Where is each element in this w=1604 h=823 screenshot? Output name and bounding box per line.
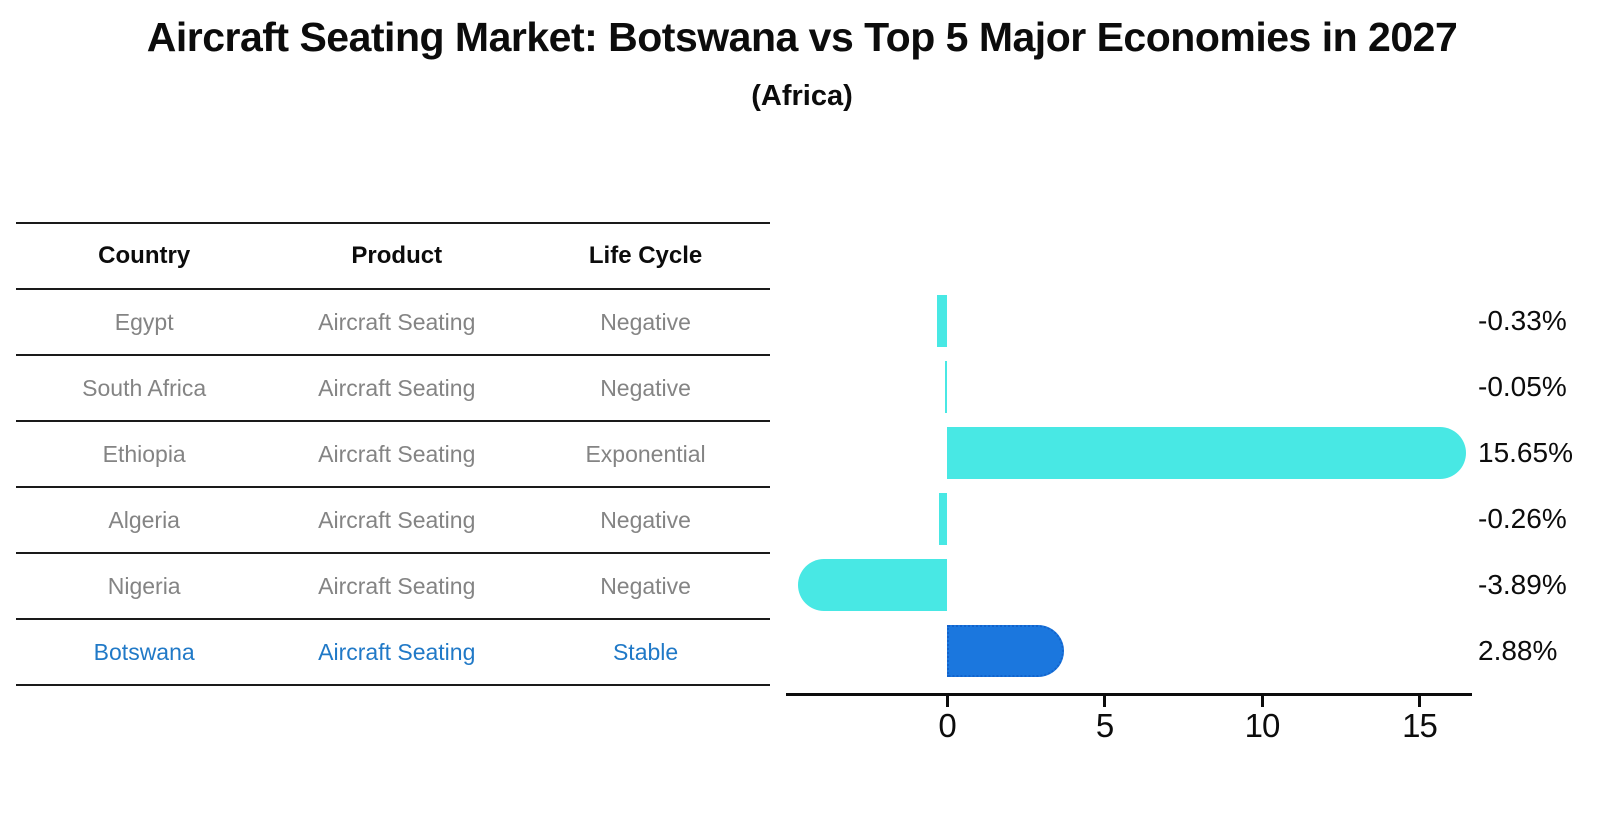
- life-cycle-cell: Negative: [600, 506, 691, 533]
- life-cycle-cell: Negative: [600, 572, 691, 599]
- table-row: Ethiopia Aircraft Seating Exponential: [16, 422, 770, 488]
- x-axis-line: [786, 693, 1472, 696]
- country-cell: Algeria: [108, 506, 180, 533]
- table-row: Egypt Aircraft Seating Negative: [16, 290, 770, 356]
- value-label-nigeria: -3.89%: [1478, 569, 1567, 600]
- x-axis-tick-label: 5: [1095, 707, 1114, 744]
- product-cell: Aircraft Seating: [318, 638, 476, 665]
- chart-title: Aircraft Seating Market: Botswana vs Top…: [146, 14, 1458, 60]
- x-axis-tick: [1260, 696, 1264, 707]
- comparison-table: Country Product Life Cycle Egypt Aircraft…: [16, 222, 770, 686]
- life-cycle-cell: Negative: [600, 308, 691, 335]
- table-row: Algeria Aircraft Seating Negative: [16, 488, 770, 554]
- chart-subtitle: (Africa): [751, 80, 853, 112]
- x-axis-tick-label: 15: [1402, 707, 1438, 744]
- header-product: Product: [351, 242, 443, 269]
- product-cell: Aircraft Seating: [318, 374, 476, 401]
- country-cell: Egypt: [114, 308, 174, 335]
- x-axis-tick-label: 0: [938, 707, 956, 744]
- country-cell: Ethiopia: [102, 440, 186, 467]
- table-row: Nigeria Aircraft Seating Negative: [16, 554, 770, 620]
- table-header-row: Country Product Life Cycle: [16, 224, 770, 290]
- value-label-botswana: 2.88%: [1478, 635, 1558, 666]
- life-cycle-cell: Exponential: [585, 440, 706, 467]
- bar-ethiopia: [947, 427, 1466, 479]
- bar-botswana: [947, 625, 1064, 677]
- bar-algeria: [938, 493, 947, 545]
- bar-south-africa: [945, 361, 947, 413]
- table-body: Egypt Aircraft Seating Negative South Afric…: [16, 290, 770, 686]
- country-cell: Nigeria: [107, 572, 181, 599]
- bar-nigeria: [798, 559, 947, 611]
- x-axis-tick-label: 10: [1244, 707, 1281, 744]
- x-axis-tick: [945, 696, 949, 707]
- life-cycle-cell: Negative: [600, 374, 691, 401]
- product-cell: Aircraft Seating: [318, 572, 476, 599]
- header-life-cycle: Life Cycle: [588, 242, 703, 269]
- product-cell: Aircraft Seating: [318, 308, 476, 335]
- life-cycle-cell: Stable: [612, 638, 679, 665]
- country-cell: Botswana: [93, 638, 195, 665]
- header-country: Country: [98, 242, 191, 269]
- product-cell: Aircraft Seating: [318, 440, 476, 467]
- table-row: Botswana Aircraft Seating Stable: [16, 620, 770, 686]
- value-label-ethiopia: 15.65%: [1478, 437, 1573, 468]
- x-axis-tick: [1418, 696, 1421, 707]
- value-label-egypt: -0.33%: [1478, 305, 1567, 336]
- table-row: South Africa Aircraft Seating Negative: [16, 356, 770, 422]
- country-cell: South Africa: [82, 374, 207, 401]
- product-cell: Aircraft Seating: [318, 506, 476, 533]
- x-axis-tick: [1103, 696, 1106, 707]
- bar-egypt: [936, 295, 947, 347]
- value-label-south-africa: -0.05%: [1478, 371, 1567, 402]
- value-label-algeria: -0.26%: [1478, 503, 1567, 534]
